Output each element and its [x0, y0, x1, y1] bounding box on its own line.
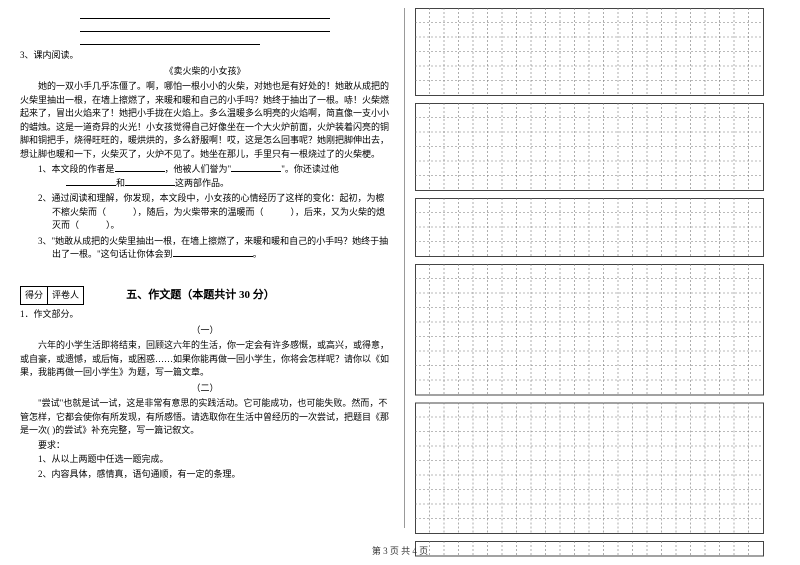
q1-part-c: "。你还读过他 — [281, 164, 339, 174]
req-2: 2、内容具体，感情真，语句通顺，有一定的条理。 — [20, 468, 390, 482]
req-label: 要求： — [20, 439, 390, 453]
right-column — [409, 8, 769, 540]
essay-p1: 六年的小学生活即将结束，回顾这六年的生活，你一定会有许多感慨，或高兴，或得意，或… — [20, 339, 390, 380]
column-divider — [404, 8, 405, 528]
blank — [115, 163, 165, 172]
req-1: 1、从以上两题中任选一题完成。 — [20, 453, 390, 467]
writing-grid — [415, 8, 765, 564]
q1-part-e: 这两部作品。 — [175, 178, 229, 188]
blank — [66, 177, 116, 186]
blank-line — [80, 8, 330, 19]
grader-label: 评卷人 — [48, 287, 83, 305]
essay-p2: "尝试"也就是试一试，这是非常有意思的实践活动。它可能成功，也可能失败。然而，不… — [20, 397, 390, 438]
question-3: 3、"她敢从成把的火柴里抽出一根，在墙上擦燃了，来暖和暖和自己的小手吗？她终于抽… — [38, 235, 390, 262]
q1-part-a: 1、本文段的作者是 — [38, 164, 115, 174]
section-3-label: 3、课内阅读。 — [20, 49, 390, 63]
q1-part-b: ，他被人们誉为" — [165, 164, 232, 174]
reading-title: 《卖火柴的小女孩》 — [20, 65, 390, 79]
essay-sub1: （一） — [20, 324, 390, 338]
q3-end: 。 — [253, 249, 262, 259]
question-1: 1、本文段的作者是 ，他被人们誉为" "。你还读过他 和 这两部作品。 — [38, 163, 390, 190]
section-5-header: 得分 评卷人 五、作文题（本题共计 30 分） — [20, 276, 390, 308]
blank-line — [80, 34, 260, 45]
section-5-title: 五、作文题（本题共计 30 分） — [126, 287, 275, 304]
essay-label: 1．作文部分。 — [20, 308, 390, 322]
essay-sub2: （二） — [20, 382, 390, 396]
blank-line — [80, 21, 330, 32]
reading-paragraph: 她的一双小手几乎冻僵了。啊，哪怕一根小小的火柴，对她也是有好处的！她敢从成把的火… — [20, 80, 390, 161]
q1-part-d: 和 — [116, 178, 125, 188]
writing-grid-container — [415, 8, 765, 564]
blank — [231, 163, 281, 172]
score-table: 得分 评卷人 — [20, 286, 84, 306]
question-2: 2、通过阅读和理解，你发现，本文段中，小女孩的心情经历了这样的变化：起初，为檫不… — [38, 192, 390, 233]
blank — [125, 177, 175, 186]
blank — [173, 248, 253, 257]
score-label: 得分 — [21, 287, 48, 305]
left-column: 3、课内阅读。 《卖火柴的小女孩》 她的一双小手几乎冻僵了。啊，哪怕一根小小的火… — [20, 8, 400, 540]
